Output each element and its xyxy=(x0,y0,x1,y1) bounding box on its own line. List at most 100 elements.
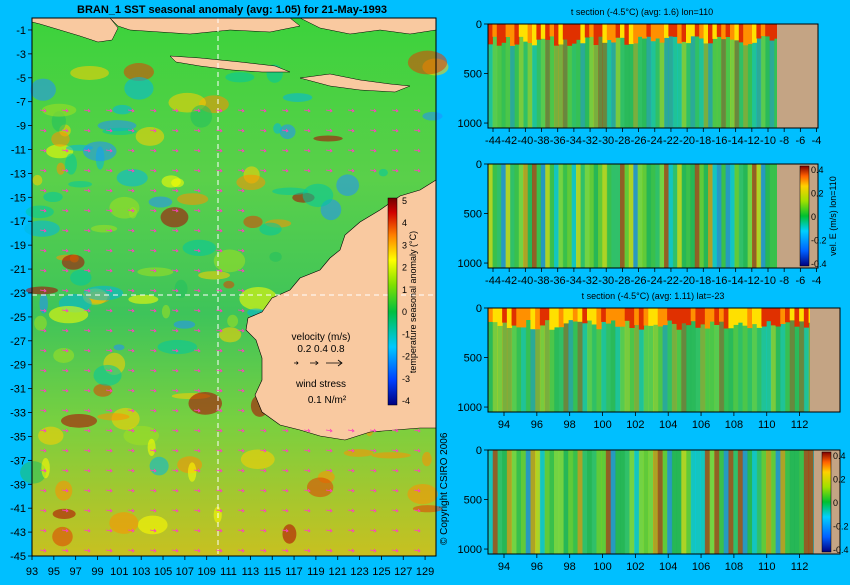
map-wind-arrow xyxy=(237,228,245,233)
map-wind-arrow xyxy=(61,468,69,473)
map-wind-arrow xyxy=(347,148,355,153)
map-anomaly-patch xyxy=(39,293,48,314)
map-wind-arrow xyxy=(347,428,355,433)
section-frame xyxy=(487,23,819,129)
map-wind-arrow xyxy=(171,168,179,173)
section-cell xyxy=(677,36,683,128)
section-cell xyxy=(743,164,749,268)
section-surface-cell xyxy=(591,308,597,325)
map-wind-arrow xyxy=(83,528,91,533)
section-cell xyxy=(643,450,649,554)
section-surface-cell xyxy=(615,308,621,327)
section-cell xyxy=(506,450,513,554)
section-surface-cell xyxy=(511,308,517,326)
section-surface-cell xyxy=(527,24,533,44)
section-colorbar-tick-label: 0 xyxy=(811,212,816,222)
map-anomaly-patch xyxy=(128,294,159,304)
map-wind-arrow xyxy=(127,528,135,533)
map-wind-arrow xyxy=(39,188,47,193)
section-cell xyxy=(572,450,579,554)
section-cell xyxy=(780,450,786,554)
section-surface-cell xyxy=(628,24,634,45)
map-anomaly-patch xyxy=(113,344,125,351)
section-cell xyxy=(605,320,612,412)
map-wind-arrow xyxy=(39,248,47,253)
section-x-tick-label: -26 xyxy=(631,135,647,147)
map-wind-arrow xyxy=(281,148,289,153)
section-cell xyxy=(633,36,639,128)
map-wind-arrow xyxy=(149,228,157,233)
section-cell xyxy=(580,164,586,268)
map-anomaly-patch xyxy=(61,254,85,270)
section-cell xyxy=(730,36,735,128)
section-cell xyxy=(775,450,781,554)
section-surface-cell xyxy=(742,308,748,326)
map-wind-arrow xyxy=(83,468,91,473)
map-wind-arrow xyxy=(347,128,355,133)
map-wind-arrow xyxy=(237,488,245,493)
section-x-tick-label: -38 xyxy=(534,275,550,287)
map-anomaly-patch xyxy=(422,111,443,121)
section-cell xyxy=(699,164,705,268)
section-surface-cell xyxy=(642,24,647,39)
map-wind-arrow xyxy=(127,268,135,273)
section-frame xyxy=(487,163,819,269)
section-surface-cell xyxy=(690,308,696,322)
section-land xyxy=(777,24,818,128)
section-cell xyxy=(535,450,541,554)
map-anomaly-patch xyxy=(90,224,118,233)
map-anomaly-patch xyxy=(240,449,275,470)
section-x-tick-label: -12 xyxy=(744,275,760,287)
map-anomaly-patch xyxy=(313,135,343,142)
map-anomaly-patch xyxy=(343,449,374,457)
map-wind-arrow xyxy=(149,188,157,193)
map-wind-arrow xyxy=(39,288,47,293)
map-anomaly-patch xyxy=(102,127,137,135)
section-y-tick-label: 500 xyxy=(464,209,482,221)
section-cell xyxy=(637,164,643,268)
section-x-tick-label: -12 xyxy=(744,135,760,147)
section-cell xyxy=(704,320,711,412)
section-surface-cell xyxy=(794,308,800,327)
map-wind-arrow xyxy=(127,468,135,473)
section-cell xyxy=(558,320,564,412)
section-cell xyxy=(681,36,687,128)
section-surface-cell xyxy=(708,24,713,44)
map-wind-arrow xyxy=(39,208,47,213)
map-wind-arrow xyxy=(171,508,179,513)
section-cell xyxy=(808,450,814,554)
section-cell xyxy=(582,320,588,412)
map-wind-arrow xyxy=(215,228,223,233)
map-wind-arrow xyxy=(105,408,113,413)
map-wind-arrows xyxy=(39,108,421,553)
map-wind-arrow xyxy=(149,208,157,213)
section-cell xyxy=(562,36,568,128)
section-cell xyxy=(719,450,725,554)
section-cell xyxy=(716,164,722,268)
map-x-tick-label: 121 xyxy=(329,566,347,578)
section-y-tick-label: 1000 xyxy=(458,258,482,270)
section-surface-cell xyxy=(737,308,744,323)
section-x-tick-label: 110 xyxy=(758,561,776,573)
map-wind-arrow xyxy=(413,528,421,533)
map-anomaly-patch xyxy=(422,451,432,467)
map-wind-arrow xyxy=(215,308,223,313)
map-frame xyxy=(31,17,437,557)
section-panel-1: t section (-4.5°C) (avg: 1.6) lon=110 0 50… xyxy=(458,7,822,147)
map-anomaly-patch xyxy=(182,239,217,257)
map-anomaly-patch xyxy=(41,458,50,479)
section-surface-cell xyxy=(657,308,663,327)
section-cell xyxy=(737,320,744,412)
section-cell xyxy=(516,450,522,554)
map-wind-arrow xyxy=(83,368,91,373)
map-wind-arrow xyxy=(61,328,69,333)
map-anomaly-patch xyxy=(171,178,184,188)
map-wind-arrow xyxy=(369,488,377,493)
map-wind-arrow xyxy=(105,368,113,373)
map-wind-arrow xyxy=(193,308,201,313)
section-surface-cell xyxy=(677,24,683,44)
section-cell xyxy=(596,450,602,554)
section-surface-cell xyxy=(803,308,810,328)
map-wind-arrow xyxy=(369,108,377,113)
